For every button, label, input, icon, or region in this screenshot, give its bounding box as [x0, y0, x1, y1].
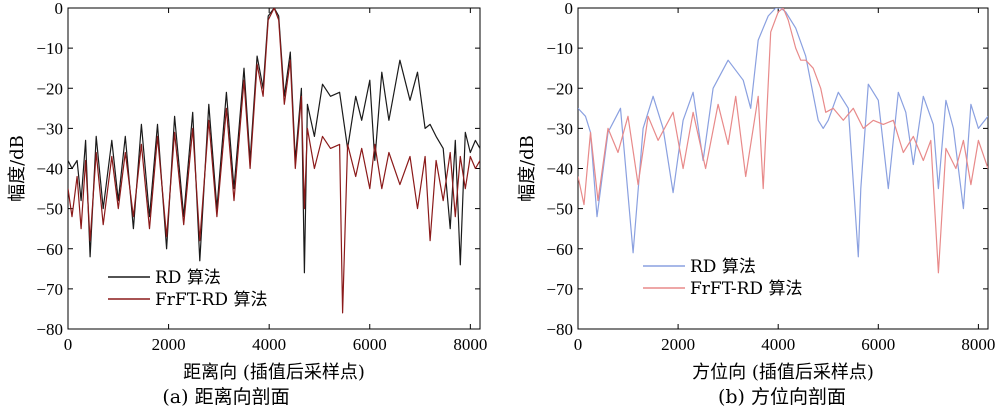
legend-label: FrFT-RD 算法 [155, 290, 267, 310]
y-tick-label: −80 [546, 320, 573, 339]
x-axis-label: 距离向 (插值后采样点) [183, 362, 365, 383]
y-axis-label: 幅度/dB [517, 135, 538, 202]
x-tick-label: 6000 [353, 335, 387, 354]
x-tick-label: 2000 [661, 335, 695, 354]
plot-frame [67, 7, 481, 330]
y-tick-label: 0 [55, 0, 64, 18]
y-tick-label: −50 [36, 200, 63, 219]
x-tick-label: 0 [574, 335, 583, 354]
x-tick-label: 4000 [761, 335, 795, 354]
panel-caption: (b) 方位向剖面 [718, 386, 846, 408]
y-tick-label: −70 [546, 280, 573, 299]
series-line-frft-rd [578, 8, 988, 274]
y-tick-label: −20 [546, 79, 573, 98]
y-tick-label: −40 [546, 160, 573, 179]
legend-label: RD 算法 [690, 257, 756, 277]
series-line-frft-rd [68, 8, 480, 314]
y-tick-label: −60 [546, 240, 573, 259]
y-tick-label: −10 [36, 39, 63, 58]
y-tick-label: −10 [546, 39, 573, 58]
x-tick-label: 4000 [252, 335, 286, 354]
legend-label: RD 算法 [155, 268, 221, 288]
x-tick-label: 8000 [961, 335, 995, 354]
y-axis-label: 幅度/dB [7, 135, 28, 202]
x-tick-label: 2000 [152, 335, 186, 354]
x-tick-label: 0 [64, 335, 73, 354]
y-tick-label: −60 [36, 240, 63, 259]
x-tick-label: 8000 [453, 335, 487, 354]
y-tick-label: −30 [36, 119, 63, 138]
panel-caption: (a) 距离向剖面 [162, 386, 289, 408]
y-tick-label: −70 [36, 280, 63, 299]
series-line-rd [68, 8, 480, 274]
series-line-rd [578, 8, 988, 258]
y-tick-label: −30 [546, 119, 573, 138]
y-tick-label: −20 [36, 79, 63, 98]
y-tick-label: −40 [36, 160, 63, 179]
y-tick-label: 0 [565, 0, 574, 18]
legend-label: FrFT-RD 算法 [690, 279, 802, 299]
x-tick-label: 6000 [861, 335, 895, 354]
y-tick-label: −50 [546, 200, 573, 219]
y-tick-label: −80 [36, 320, 63, 339]
x-axis-label: 方位向 (插值后采样点) [692, 362, 874, 383]
